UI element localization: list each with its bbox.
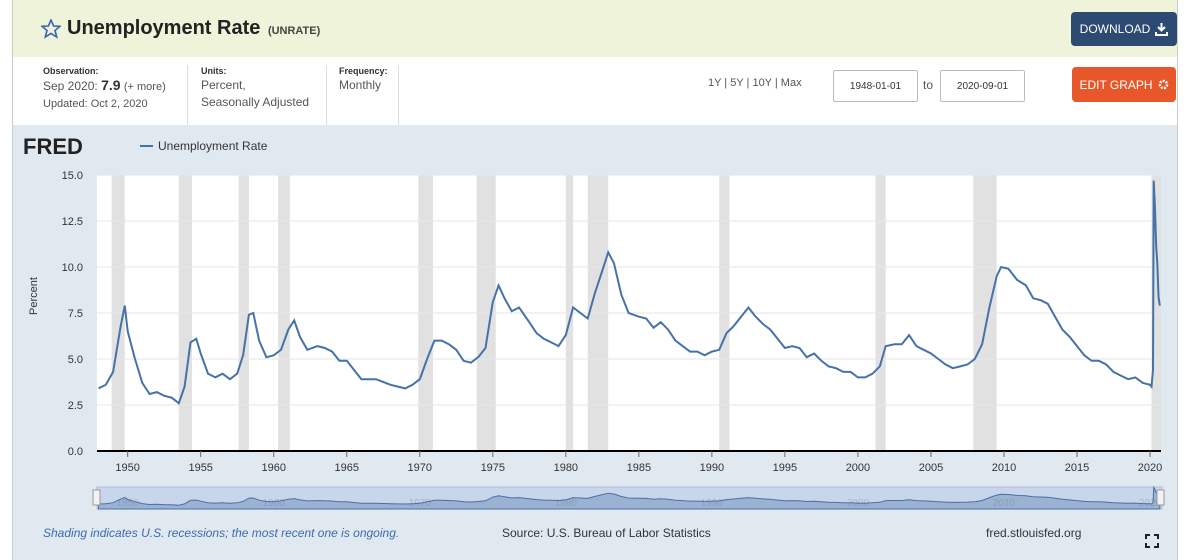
edit-label: EDIT GRAPH (1079, 77, 1153, 92)
to-label: to (923, 78, 934, 92)
units-text: Percent, (201, 78, 246, 92)
y-tick-label: 2.5 (68, 400, 83, 412)
edit-graph-button[interactable]: EDIT GRAPH (1072, 67, 1176, 102)
x-tick-label: 1995 (773, 462, 797, 474)
frequency-text: Monthly (339, 78, 382, 92)
y-tick-label: 5.0 (68, 354, 83, 366)
site: fred.stlouisfed.org (986, 526, 1081, 540)
gear-icon (1158, 79, 1168, 90)
end-date-input[interactable]: 2020-09-01 (940, 70, 1025, 102)
observation: Observation: Sep 2020: 7.9 (+ more) Upda… (43, 65, 166, 113)
units: Units: Percent, Seasonally Adjusted (201, 65, 309, 111)
y-tick-label: 15.0 (62, 170, 83, 182)
x-tick-label: 1990 (700, 462, 724, 474)
title-text: Unemployment Rate (67, 17, 261, 39)
footnote: Shading indicates U.S. recessions; the m… (43, 526, 399, 540)
x-tick-label: 1980 (554, 462, 578, 474)
more-link[interactable]: (+ more) (123, 81, 166, 93)
navigator-handle[interactable] (1156, 489, 1165, 506)
x-tick-label: 1965 (335, 462, 359, 474)
series-title: Unemployment Rate (UNRATE) (67, 17, 320, 40)
separator (326, 65, 327, 125)
y-tick-label: 10.0 (62, 262, 83, 274)
separator (187, 65, 188, 125)
x-tick-label: 2010 (992, 462, 1016, 474)
chart: FRED Percent Shading indicates U.S. rece… (13, 125, 1177, 560)
header: Unemployment Rate (UNRATE) DOWNLOAD (13, 0, 1177, 57)
x-tick-label: 1970 (408, 462, 432, 474)
x-tick-label: 1960 (261, 462, 285, 474)
source: Source: U.S. Bureau of Labor Statistics (502, 526, 711, 540)
x-tick-label: 1975 (481, 462, 505, 474)
label: Units: (201, 66, 227, 76)
label: Frequency: (339, 66, 388, 76)
start-date-input[interactable]: 1948-01-01 (833, 70, 918, 102)
y-tick-label: 12.5 (62, 216, 83, 228)
x-tick-label: 1955 (188, 462, 212, 474)
x-tick-label: 2000 (846, 462, 870, 474)
x-tick-label: 2020 (1138, 462, 1162, 474)
series-line (98, 180, 1161, 405)
info-row: Observation: Sep 2020: 7.9 (+ more) Upda… (13, 57, 1177, 125)
series-id: (UNRATE) (267, 25, 321, 37)
x-tick-label: 1985 (627, 462, 651, 474)
navigator-handle[interactable] (92, 489, 101, 506)
y-axis-label: Percent (28, 277, 40, 315)
separator (398, 65, 399, 125)
x-tick-label: 1950 (115, 462, 139, 474)
navigator-tick-label: 1960 (263, 498, 286, 509)
fred-panel: Unemployment Rate (UNRATE) DOWNLOAD Obse… (12, 0, 1178, 560)
download-icon (1155, 22, 1169, 36)
navigator-series (98, 485, 1161, 510)
obs-value: 7.9 (101, 77, 121, 93)
download-label: DOWNLOAD (1079, 22, 1151, 36)
download-button[interactable]: DOWNLOAD (1071, 12, 1177, 46)
navigator-tick-label: 1980 (555, 498, 578, 509)
navigator-tick-label: 1990 (701, 498, 724, 509)
navigator-tick-label: 1950 (117, 498, 140, 509)
fullscreen-icon[interactable] (1145, 534, 1159, 548)
navigator-tick-label: 2010 (993, 498, 1016, 509)
frequency: Frequency: Monthly (339, 65, 388, 94)
updated: Updated: Oct 2, 2020 (43, 98, 148, 110)
x-tick-label: 2015 (1065, 462, 1089, 474)
x-tick-label: 2005 (919, 462, 943, 474)
star-icon[interactable] (41, 19, 61, 39)
label: Observation: (43, 66, 99, 76)
fred-logo: FRED (23, 134, 83, 159)
range-links[interactable]: 1Y | 5Y | 10Y | Max (708, 77, 802, 89)
y-tick-label: 0.0 (68, 446, 83, 458)
units-text: Seasonally Adjusted (201, 95, 310, 109)
obs-date: Sep 2020: (43, 79, 98, 93)
y-tick-label: 7.5 (68, 308, 83, 320)
legend-label: Unemployment Rate (158, 139, 268, 153)
